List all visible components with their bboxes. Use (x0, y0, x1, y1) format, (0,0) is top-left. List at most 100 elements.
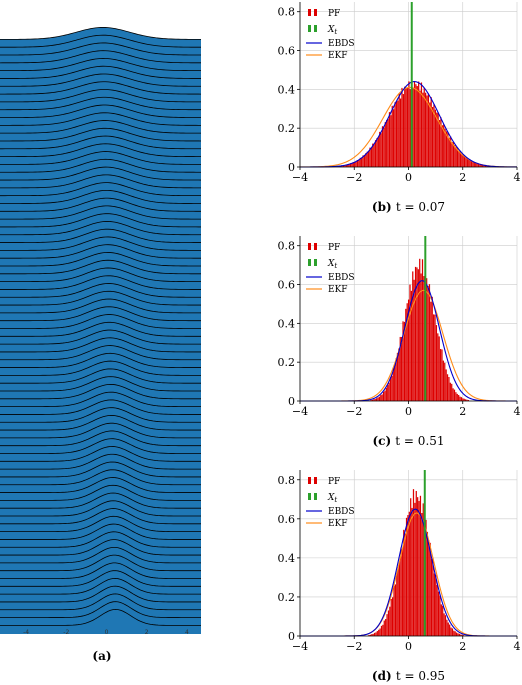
pf-bar (373, 399, 375, 401)
pf-bar (389, 606, 391, 636)
pf-bar (391, 105, 393, 167)
x-tick-label: 4 (514, 640, 521, 653)
x-tick-label: 0 (405, 405, 412, 418)
ridge-line (0, 42, 202, 56)
pf-bar (410, 498, 412, 636)
pf-bar (395, 358, 397, 401)
pf-bar (421, 512, 423, 636)
ridge-line (0, 135, 201, 150)
pf-bar (440, 117, 442, 167)
ridge-line (0, 158, 201, 173)
pf-bar (394, 102, 396, 167)
panel-caption: (c) t = 0.51 (372, 434, 444, 448)
pf-bar (394, 366, 396, 401)
pf-bar (399, 98, 402, 167)
pf-bar (370, 147, 372, 167)
pf-bar (366, 151, 368, 167)
pf-bar (407, 515, 409, 636)
ridge-line (0, 337, 201, 353)
ridge-line (0, 182, 201, 197)
ridge-line (0, 484, 201, 501)
pf-bar (373, 632, 376, 636)
pf-bar (438, 336, 440, 401)
pf-bar (377, 137, 379, 167)
x-tick-label: 0 (405, 171, 412, 184)
ridge-line (0, 298, 202, 314)
ridge-line (0, 306, 201, 322)
pf-bar (392, 368, 394, 401)
pf-bar (437, 333, 439, 401)
pf-bar (462, 154, 464, 167)
ridge-line (0, 531, 201, 548)
pf-bar (475, 162, 477, 167)
ridge-line (0, 73, 201, 87)
pf-bar (444, 362, 446, 401)
pf-bar (393, 585, 395, 636)
legend-label: Xt (327, 493, 337, 504)
ridge-line (0, 376, 201, 392)
pf-bar (423, 276, 425, 401)
pf-bar (397, 567, 399, 636)
legend-label: PF (328, 243, 340, 253)
ridge-line (0, 120, 201, 134)
ridge-fill (0, 578, 201, 603)
ridge-fill (0, 609, 201, 634)
pf-bar (412, 271, 414, 401)
pf-bar (429, 542, 431, 636)
pf-bar (386, 120, 388, 167)
ridge-line (0, 205, 201, 220)
y-tick-label: 0.8 (278, 474, 296, 487)
pf-bar (462, 398, 464, 401)
legend-label: PF (328, 9, 340, 19)
ridge-line (0, 127, 202, 142)
ridge-fill (0, 547, 201, 572)
pf-bar (385, 387, 387, 401)
pf-bar (427, 93, 430, 167)
ridge-line (0, 329, 201, 345)
legend-label: EBDS (328, 507, 355, 517)
pf-bar (377, 397, 379, 401)
ridge-line (0, 96, 201, 111)
y-tick-label: 0.8 (278, 6, 296, 19)
pf-bar (400, 547, 402, 636)
pf-bar (412, 87, 414, 167)
pf-bar (465, 157, 467, 167)
pf-bar (454, 631, 456, 636)
pf-bar (451, 141, 453, 167)
ridge-line (0, 189, 202, 204)
legend-xt-swatch (308, 25, 311, 32)
pf-bar (437, 112, 439, 167)
ridge-line (0, 267, 201, 283)
ridge-line (0, 275, 202, 290)
legend-xt-swatch (314, 25, 317, 32)
ridge-line (0, 89, 201, 103)
pf-bar (415, 84, 417, 167)
pf-bar (463, 156, 466, 167)
pf-bar (379, 628, 381, 636)
pf-bar (445, 131, 448, 167)
pf-bar (449, 624, 451, 636)
pf-bar (450, 136, 452, 167)
pf-bar (387, 610, 390, 636)
pf-bar (351, 163, 353, 167)
pf-bar (391, 375, 393, 401)
pf-bar (433, 573, 435, 636)
pf-bar (396, 573, 398, 636)
pf-bar (444, 615, 447, 636)
pf-bar (388, 112, 391, 167)
legend-xt-swatch (314, 493, 317, 500)
ridge-tick-label: 0 (105, 629, 109, 636)
pf-bar (390, 115, 392, 167)
ridge-line (0, 461, 201, 478)
pf-bar (341, 165, 343, 167)
pf-bar (374, 398, 376, 401)
pf-bar (383, 620, 385, 636)
panel-caption: (b) t = 0.07 (372, 200, 445, 214)
pf-bar (458, 633, 461, 636)
pf-bar (436, 585, 438, 636)
pf-bar (380, 133, 382, 167)
pf-bar (419, 90, 421, 167)
pf-bar (455, 146, 457, 167)
ridge-line (0, 26, 202, 40)
